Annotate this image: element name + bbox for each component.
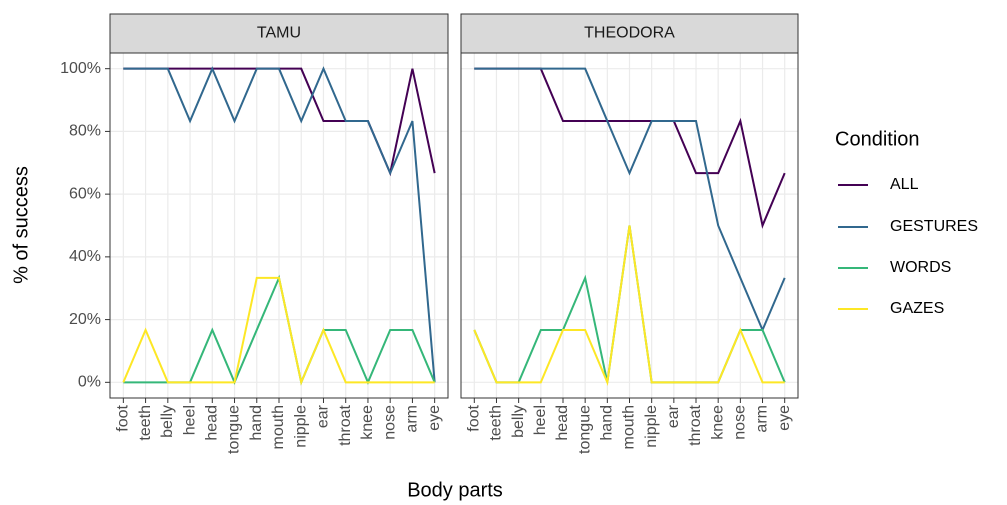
x-tick-label: heel	[532, 405, 549, 435]
y-axis-label: % of success	[10, 166, 32, 284]
x-tick-label: nose	[381, 405, 398, 440]
x-tick-label: arm	[404, 405, 421, 433]
x-tick-label: eye	[426, 405, 443, 431]
y-tick-label: 100%	[60, 60, 101, 77]
legend-label: GAZES	[890, 300, 944, 317]
x-tick-label: eye	[776, 405, 793, 431]
x-tick-label: belly	[159, 405, 176, 438]
x-tick-label: mouth	[621, 405, 638, 449]
x-tick-label: throat	[687, 404, 704, 445]
series-line	[123, 66, 436, 383]
x-tick-label: hand	[599, 405, 616, 441]
x-tick-label: throat	[337, 404, 354, 445]
y-tick-label: 60%	[69, 185, 101, 202]
legend-label: GESTURES	[890, 218, 978, 235]
x-tick-label: head	[554, 405, 571, 441]
x-tick-label: teeth	[137, 405, 154, 441]
x-tick-label: knee	[359, 405, 376, 440]
x-tick-label: ear	[315, 404, 332, 428]
y-tick-label: 20%	[69, 311, 101, 328]
y-tick-label: 0%	[78, 374, 101, 391]
series-line	[473, 225, 785, 387]
series-line	[122, 276, 435, 386]
x-tick-label: arm	[754, 405, 771, 433]
series-line	[474, 67, 786, 333]
x-tick-label: knee	[709, 405, 726, 440]
y-tick-label: 80%	[69, 123, 101, 140]
x-tick-label: tongue	[576, 405, 593, 454]
x-tick-label: hand	[248, 405, 265, 441]
panel-title: THEODORA	[584, 25, 675, 42]
x-tick-label: tongue	[226, 405, 243, 454]
x-tick-label: heel	[181, 405, 198, 435]
x-tick-label: nipple	[643, 405, 660, 448]
x-tick-label: foot	[466, 404, 483, 431]
x-tick-label: ear	[665, 404, 682, 428]
legend-label: WORDS	[890, 259, 951, 276]
x-tick-label: teeth	[488, 405, 505, 441]
y-tick-label: 40%	[69, 248, 101, 265]
x-tick-label: nipple	[292, 405, 309, 448]
x-axis-label: Body parts	[407, 479, 503, 501]
x-tick-label: foot	[115, 404, 132, 431]
x-tick-label: belly	[510, 405, 527, 438]
legend-label: ALL	[890, 176, 919, 193]
x-tick-label: mouth	[270, 405, 287, 449]
strip	[109, 13, 449, 54]
x-tick-label: head	[204, 405, 221, 441]
x-tick-label: nose	[732, 405, 749, 440]
legend-title: Condition	[835, 128, 920, 150]
panel-title: TAMU	[257, 25, 301, 42]
